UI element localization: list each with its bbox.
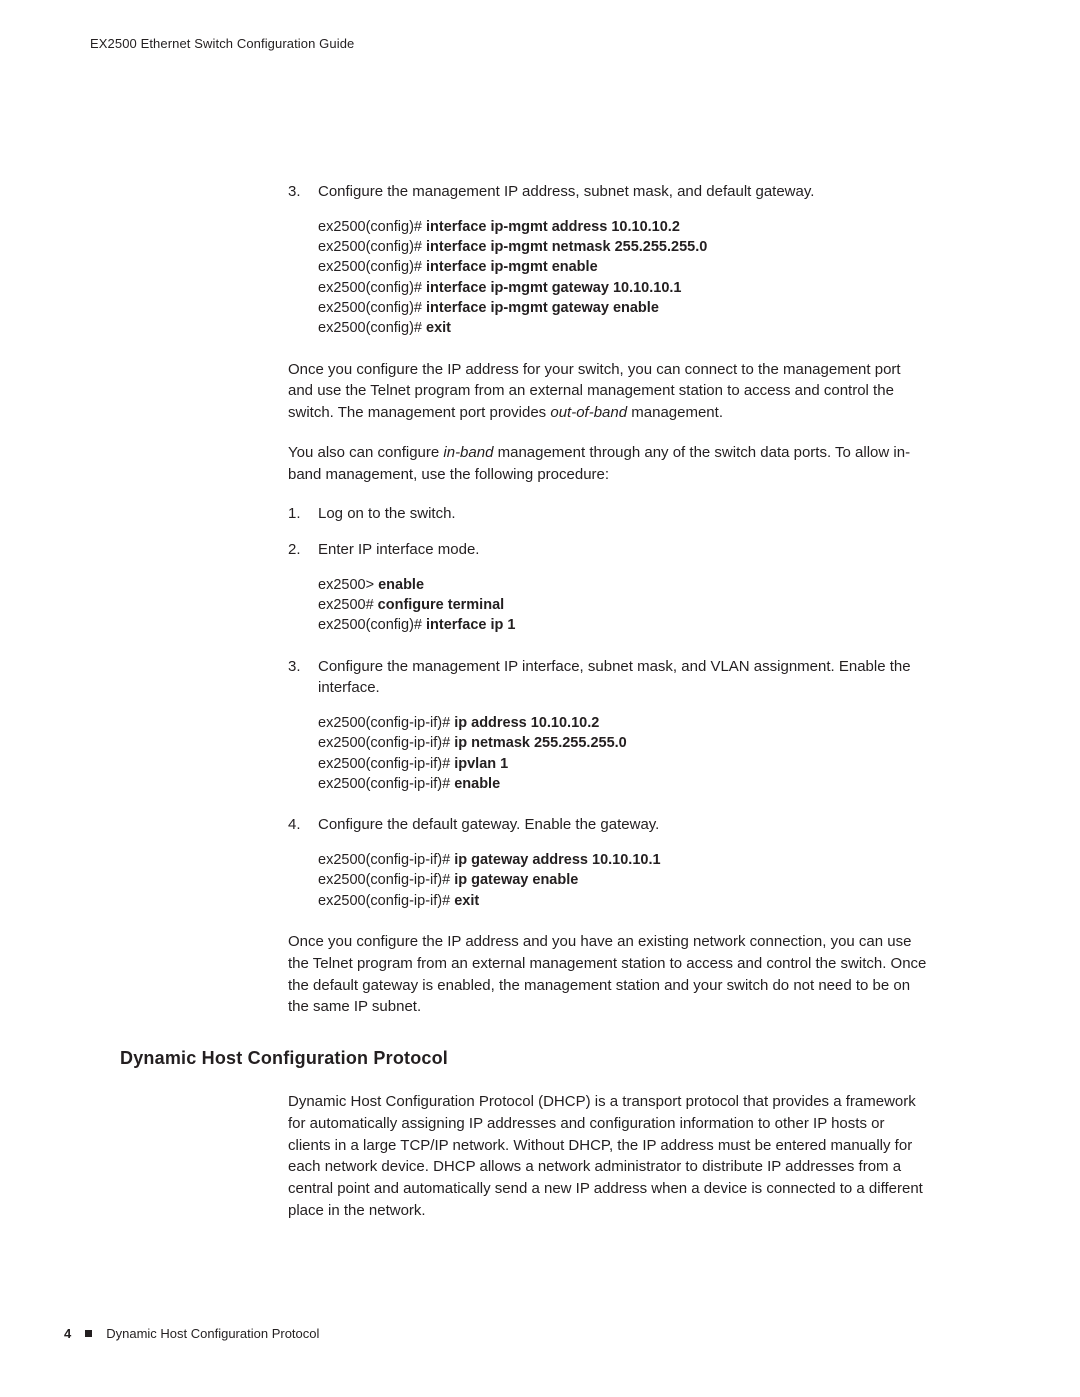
step-1-log-on: 1. Log on to the switch. bbox=[288, 503, 928, 525]
list-text: Configure the management IP interface, s… bbox=[318, 656, 928, 700]
cli-prompt: ex2500# bbox=[318, 597, 378, 613]
cli-prompt: ex2500(config-ip-if)# bbox=[318, 756, 454, 772]
cli-prompt: ex2500(config-ip-if)# bbox=[318, 852, 454, 868]
list-number: 4. bbox=[288, 814, 318, 836]
cli-prompt: ex2500(config-ip-if)# bbox=[318, 715, 454, 731]
cli-prompt: ex2500(config-ip-if)# bbox=[318, 872, 454, 888]
body-column: 3. Configure the management IP address, … bbox=[288, 181, 928, 1018]
cli-command: configure terminal bbox=[378, 597, 505, 613]
cli-command: interface ip-mgmt gateway 10.10.10.1 bbox=[426, 280, 681, 296]
cli-command: interface ip-mgmt gateway enable bbox=[426, 300, 659, 316]
code-block-mgmt-ip: ex2500(config)# interface ip-mgmt addres… bbox=[318, 217, 928, 339]
cli-command: exit bbox=[426, 320, 451, 336]
paragraph-out-of-band: Once you configure the IP address for yo… bbox=[288, 359, 928, 424]
step-3-configure-ip-interface: 3. Configure the management IP interface… bbox=[288, 656, 928, 700]
list-number: 3. bbox=[288, 656, 318, 700]
cli-command: interface ip 1 bbox=[426, 617, 515, 633]
list-text: Log on to the switch. bbox=[318, 503, 928, 525]
list-number: 1. bbox=[288, 503, 318, 525]
cli-command: ip address 10.10.10.2 bbox=[454, 715, 599, 731]
code-block-enter-ip-mode: ex2500> enable ex2500# configure termina… bbox=[318, 575, 928, 636]
section-heading-dhcp: Dynamic Host Configuration Protocol bbox=[120, 1048, 990, 1069]
paragraph-dhcp: Dynamic Host Configuration Protocol (DHC… bbox=[288, 1091, 928, 1222]
running-head: EX2500 Ethernet Switch Configuration Gui… bbox=[90, 36, 990, 51]
step-3-configure-mgmt-ip: 3. Configure the management IP address, … bbox=[288, 181, 928, 203]
cli-prompt: ex2500(config)# bbox=[318, 219, 426, 235]
cli-prompt: ex2500> bbox=[318, 577, 378, 593]
cli-prompt: ex2500(config-ip-if)# bbox=[318, 893, 454, 909]
cli-command: exit bbox=[454, 893, 479, 909]
cli-prompt: ex2500(config)# bbox=[318, 280, 426, 296]
square-bullet-icon bbox=[85, 1330, 92, 1337]
cli-command: interface ip-mgmt netmask 255.255.255.0 bbox=[426, 239, 707, 255]
cli-prompt: ex2500(config)# bbox=[318, 259, 426, 275]
cli-prompt: ex2500(config)# bbox=[318, 617, 426, 633]
paragraph-text: You also can configure bbox=[288, 444, 443, 461]
cli-command: ip netmask 255.255.255.0 bbox=[454, 735, 627, 751]
paragraph-text: management. bbox=[627, 404, 723, 421]
page-footer: 4 Dynamic Host Configuration Protocol bbox=[64, 1326, 319, 1341]
page: EX2500 Ethernet Switch Configuration Gui… bbox=[0, 0, 1080, 1397]
cli-prompt: ex2500(config-ip-if)# bbox=[318, 776, 454, 792]
cli-command: ip gateway enable bbox=[454, 872, 578, 888]
cli-command: enable bbox=[454, 776, 500, 792]
list-number: 2. bbox=[288, 539, 318, 561]
body-column: Dynamic Host Configuration Protocol (DHC… bbox=[288, 1091, 928, 1222]
cli-command: interface ip-mgmt address 10.10.10.2 bbox=[426, 219, 680, 235]
cli-prompt: ex2500(config)# bbox=[318, 300, 426, 316]
step-2-enter-ip-interface-mode: 2. Enter IP interface mode. bbox=[288, 539, 928, 561]
cli-prompt: ex2500(config)# bbox=[318, 320, 426, 336]
list-text: Configure the default gateway. Enable th… bbox=[318, 814, 928, 836]
cli-command: ip gateway address 10.10.10.1 bbox=[454, 852, 660, 868]
list-text: Enter IP interface mode. bbox=[318, 539, 928, 561]
footer-section-title: Dynamic Host Configuration Protocol bbox=[106, 1326, 319, 1341]
list-text: Configure the management IP address, sub… bbox=[318, 181, 928, 203]
paragraph-in-band: You also can configure in-band managemen… bbox=[288, 442, 928, 486]
code-block-gateway: ex2500(config-ip-if)# ip gateway address… bbox=[318, 850, 928, 911]
list-number: 3. bbox=[288, 181, 318, 203]
step-4-configure-gateway: 4. Configure the default gateway. Enable… bbox=[288, 814, 928, 836]
italic-text: out-of-band bbox=[550, 404, 627, 421]
italic-text: in-band bbox=[443, 444, 493, 461]
page-number: 4 bbox=[64, 1326, 71, 1341]
cli-command: ipvlan 1 bbox=[454, 756, 508, 772]
paragraph-after-gateway: Once you configure the IP address and yo… bbox=[288, 931, 928, 1018]
cli-prompt: ex2500(config-ip-if)# bbox=[318, 735, 454, 751]
code-block-ip-interface: ex2500(config-ip-if)# ip address 10.10.1… bbox=[318, 713, 928, 794]
cli-command: interface ip-mgmt enable bbox=[426, 259, 598, 275]
cli-prompt: ex2500(config)# bbox=[318, 239, 426, 255]
cli-command: enable bbox=[378, 577, 424, 593]
